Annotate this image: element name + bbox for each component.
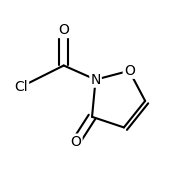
Text: O: O — [58, 23, 69, 37]
Text: O: O — [71, 135, 82, 149]
Text: Cl: Cl — [15, 80, 28, 94]
Text: N: N — [90, 73, 101, 87]
Text: O: O — [124, 64, 135, 78]
